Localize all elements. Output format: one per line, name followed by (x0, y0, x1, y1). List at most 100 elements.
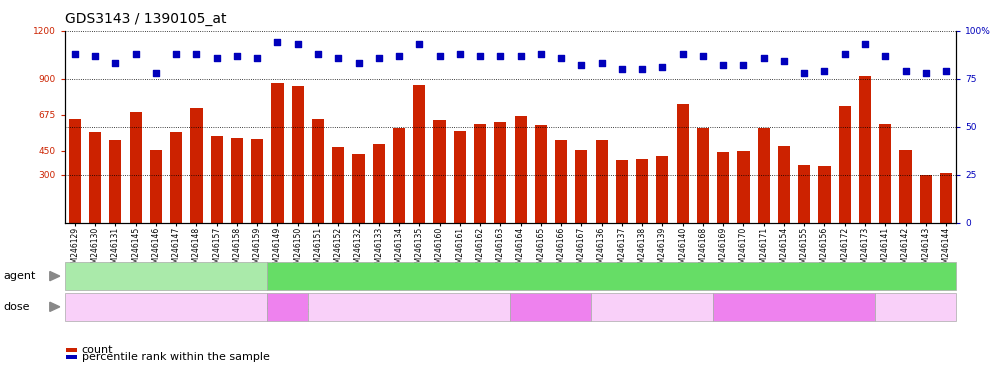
Bar (454, 131, 466, 223)
Point (188, 51, 204, 57)
Point (938, 68, 954, 74)
Bar (535, 125, 547, 223)
Text: percentile rank within the sample: percentile rank within the sample (82, 352, 270, 362)
Bar (596, 139, 608, 223)
Bar (110, 139, 122, 223)
Point (715, 62, 731, 68)
Bar (758, 128, 770, 223)
Point (351, 60, 367, 66)
Bar (332, 147, 345, 223)
Bar (899, 150, 911, 223)
Point (168, 51, 184, 57)
Point (614, 66, 629, 72)
Point (837, 51, 853, 57)
Bar (292, 86, 304, 223)
Point (695, 53, 711, 59)
Bar (190, 108, 202, 223)
Point (270, 39, 286, 45)
Bar (555, 139, 567, 223)
Bar (494, 122, 506, 223)
Text: chlorpyrifos: chlorpyrifos (579, 271, 644, 281)
Bar (312, 119, 324, 223)
Bar (839, 106, 851, 223)
Point (127, 51, 143, 57)
Text: 0 mg/kg: 0 mg/kg (146, 302, 186, 312)
Point (331, 55, 347, 61)
Point (513, 53, 529, 59)
Point (431, 53, 447, 59)
Bar (373, 144, 384, 223)
Point (574, 62, 590, 68)
Text: dose: dose (3, 302, 30, 312)
Text: GDS3143 / 1390105_at: GDS3143 / 1390105_at (65, 12, 226, 25)
Point (917, 70, 933, 76)
Point (594, 60, 610, 66)
Bar (515, 116, 527, 223)
Bar (676, 104, 689, 223)
Text: control: control (146, 271, 185, 281)
Bar (89, 131, 102, 223)
Point (654, 64, 670, 70)
Bar (778, 146, 790, 223)
Bar (717, 152, 729, 223)
Point (634, 66, 650, 72)
Bar (474, 124, 486, 223)
Bar (433, 120, 445, 223)
Point (310, 51, 326, 57)
Text: 0.5 mg/kg: 0.5 mg/kg (263, 302, 312, 312)
Bar (919, 175, 932, 223)
Text: 1 mg/kg: 1 mg/kg (389, 302, 429, 312)
Bar (576, 150, 588, 223)
Bar (697, 127, 709, 223)
Text: 30 mg/kg: 30 mg/kg (771, 302, 817, 312)
Point (897, 68, 913, 74)
Point (452, 51, 468, 57)
Point (553, 55, 569, 61)
Bar (231, 138, 243, 223)
Text: 10 mg/kg: 10 mg/kg (629, 302, 675, 312)
Bar (737, 151, 750, 223)
Bar (819, 166, 831, 223)
Text: agent: agent (3, 271, 36, 281)
Point (857, 41, 872, 47)
Point (817, 68, 833, 74)
Point (148, 70, 164, 76)
Bar (210, 136, 223, 223)
Point (290, 41, 306, 47)
Point (533, 51, 549, 57)
Bar (636, 159, 648, 223)
Text: 5 mg/kg: 5 mg/kg (531, 302, 571, 312)
Point (735, 62, 751, 68)
Point (776, 58, 792, 65)
Bar (656, 156, 668, 223)
Point (229, 53, 245, 59)
Point (108, 60, 124, 66)
Point (877, 53, 893, 59)
Bar (353, 154, 365, 223)
Point (391, 53, 407, 59)
Bar (129, 113, 141, 223)
Point (249, 55, 265, 61)
Bar (616, 159, 627, 223)
Bar (879, 124, 891, 223)
Bar (393, 128, 405, 223)
Point (756, 55, 772, 61)
Point (209, 55, 225, 61)
Bar (69, 119, 81, 223)
Point (492, 53, 508, 59)
Bar (859, 76, 872, 223)
Point (88, 53, 104, 59)
Point (411, 41, 427, 47)
Point (674, 51, 690, 57)
Bar (251, 139, 263, 223)
Bar (413, 85, 425, 223)
Text: count: count (82, 345, 114, 355)
Point (371, 55, 386, 61)
Bar (798, 165, 811, 223)
Point (67, 51, 83, 57)
Text: 50 mg/kg: 50 mg/kg (892, 302, 938, 312)
Bar (940, 173, 952, 223)
Bar (271, 83, 284, 223)
Point (472, 53, 488, 59)
Bar (149, 150, 162, 223)
